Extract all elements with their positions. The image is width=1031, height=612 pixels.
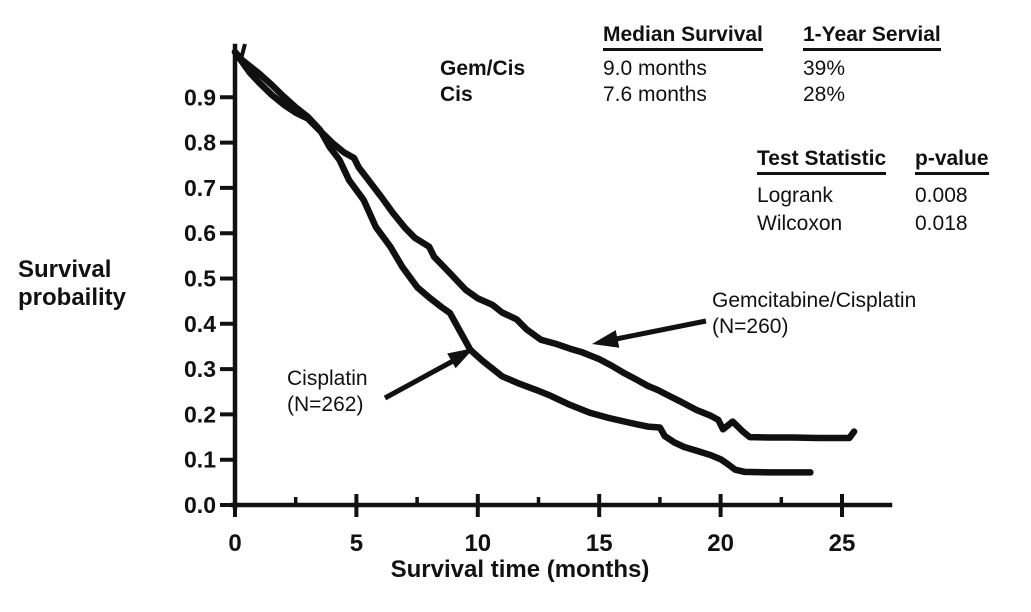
y-tick-label: 0.4 xyxy=(184,311,216,337)
y-tick-label: 0.0 xyxy=(184,492,216,518)
p-value-header: p-value xyxy=(915,146,989,175)
x-tick-label: 5 xyxy=(350,530,363,557)
wilcoxon-label: Wilcoxon xyxy=(757,212,843,235)
x-tick-label: 20 xyxy=(707,530,734,557)
gem-cis-median-value: 9.0 months xyxy=(603,57,707,80)
x-axis-title: Survival time (months) xyxy=(390,556,650,583)
x-tick-label: 10 xyxy=(464,530,491,557)
one-year-survival-header: 1-Year Servial xyxy=(803,22,941,51)
y-axis-title: Survival probaility xyxy=(18,256,127,311)
y-tick-label: 0.6 xyxy=(184,220,216,246)
gem-cis-one-year-value: 39% xyxy=(803,57,846,80)
y-tick-label: 0.3 xyxy=(184,356,216,382)
cisplatin-curve-label: Cisplatin (N=262) xyxy=(287,367,368,416)
y-tick-label: 0.5 xyxy=(184,266,216,292)
x-tick-label: 15 xyxy=(586,530,613,557)
test-statistic-table: Test Statistic p-value Logrank 0.008 Wil… xyxy=(757,146,1015,239)
survival-summary-table: Median Survival 1-Year Servial Gem/Cis 9… xyxy=(440,22,988,108)
test-statistic-header: Test Statistic xyxy=(757,146,887,175)
cis-one-year-value: 28% xyxy=(803,83,846,106)
gemcitabine-cisplatin-curve-label: Gemcitabine/Cisplatin (N=260) xyxy=(712,289,917,338)
row-label-cis: Cis xyxy=(440,83,473,106)
logrank-p-value: 0.008 xyxy=(915,184,968,207)
wilcoxon-p-value: 0.018 xyxy=(915,212,968,235)
x-tick-label: 0 xyxy=(228,530,241,557)
empty-corner-cell xyxy=(440,22,603,56)
y-tick-label: 0.7 xyxy=(184,175,216,201)
cis-curve xyxy=(231,48,814,476)
cisplatin-arrow xyxy=(383,348,474,401)
cis-median-value: 7.6 months xyxy=(603,83,707,106)
y-tick-label: 0.1 xyxy=(184,447,216,473)
curve-start-censor-tick xyxy=(239,43,247,60)
y-tick-label: 0.2 xyxy=(184,401,216,427)
y-tick-label: 0.9 xyxy=(184,84,216,110)
median-survival-header: Median Survival xyxy=(603,22,763,51)
x-tick-label: 25 xyxy=(829,530,856,557)
gemcitabine-cisplatin-arrow xyxy=(592,318,707,348)
row-label-gem-cis: Gem/Cis xyxy=(440,57,526,80)
logrank-label: Logrank xyxy=(757,184,833,207)
y-tick-label: 0.8 xyxy=(184,130,216,156)
